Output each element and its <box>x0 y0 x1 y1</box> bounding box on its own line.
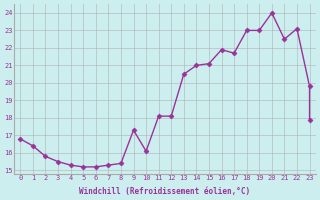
X-axis label: Windchill (Refroidissement éolien,°C): Windchill (Refroidissement éolien,°C) <box>79 187 251 196</box>
